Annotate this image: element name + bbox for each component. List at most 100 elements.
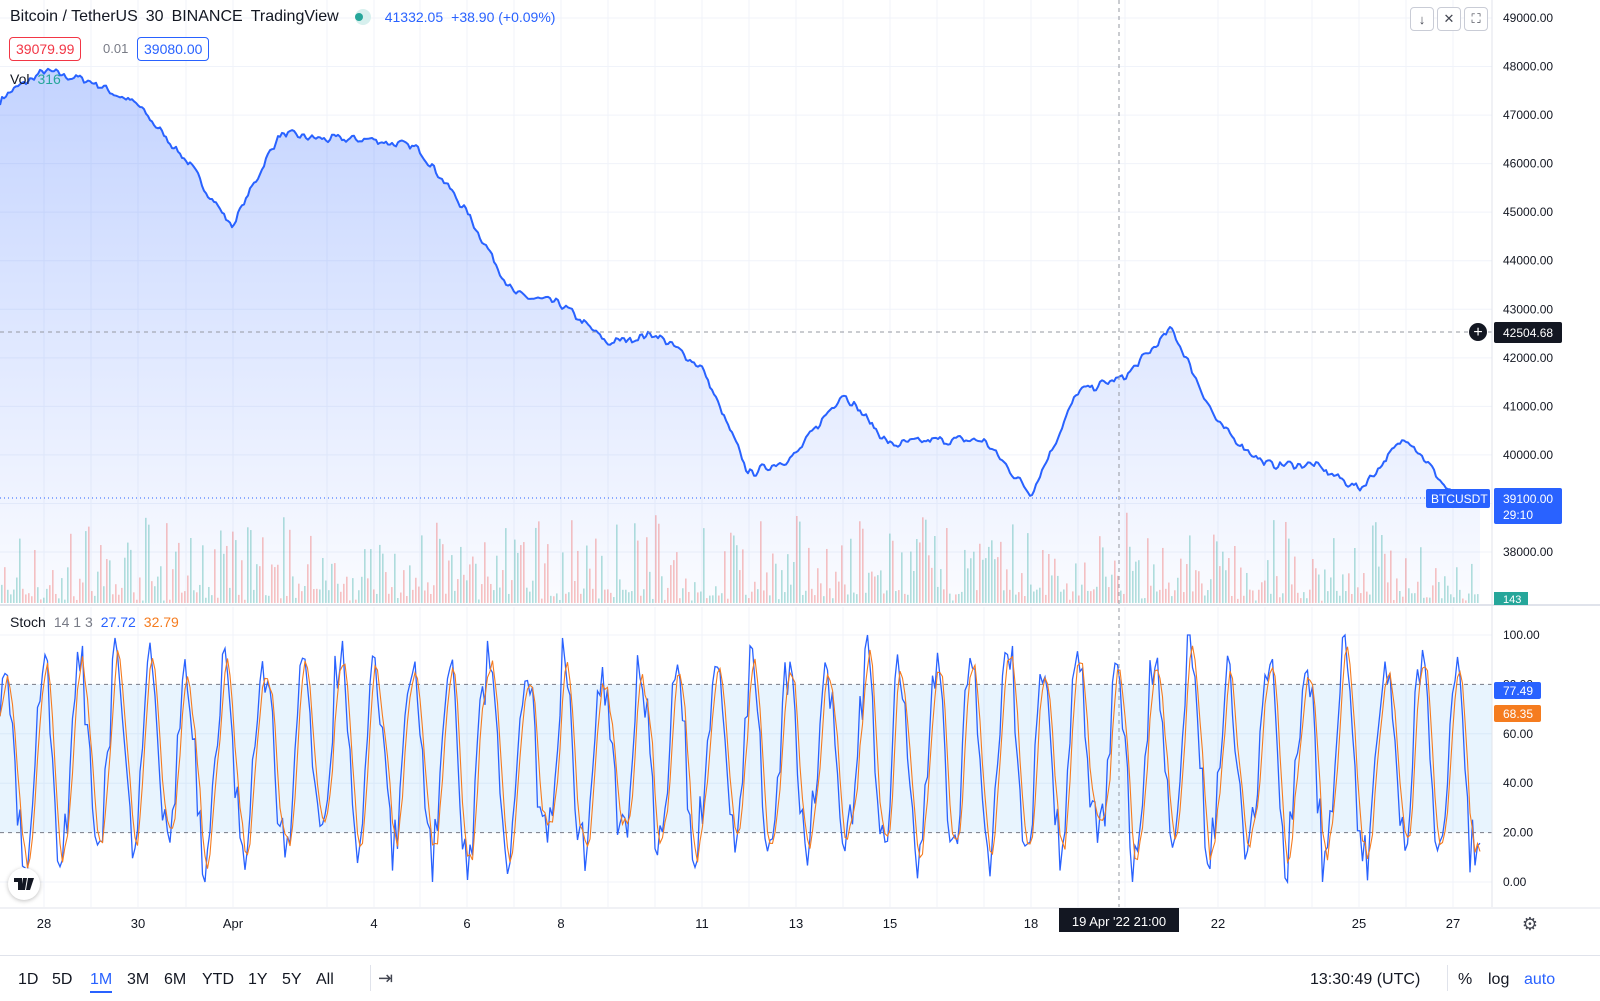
volume-bar xyxy=(1108,587,1110,603)
range-button-5d[interactable]: 5D xyxy=(52,971,73,988)
volume-bar xyxy=(1438,582,1440,603)
volume-bar xyxy=(1033,591,1035,603)
volume-bar xyxy=(283,517,285,603)
price-axis-label: 47000.00 xyxy=(1503,108,1553,122)
arrow-down-icon[interactable]: ↓ xyxy=(1410,7,1434,31)
volume-bar xyxy=(376,593,378,603)
volume-bar xyxy=(712,595,714,603)
volume-bar xyxy=(1174,590,1176,603)
symbol-legend: Bitcoin / TetherUS 30 BINANCE TradingVie… xyxy=(10,8,563,26)
range-button-all[interactable]: All xyxy=(316,971,334,988)
sell-price-button[interactable]: 39079.99 xyxy=(9,37,82,61)
volume-bar xyxy=(19,538,21,603)
add-alert-icon-glyph: + xyxy=(1473,324,1482,341)
volume-bar xyxy=(1309,589,1311,603)
volume-bar xyxy=(55,593,57,603)
symbol-name[interactable]: Bitcoin / TetherUS xyxy=(10,8,138,25)
volume-bar xyxy=(1156,591,1158,603)
volume-bar xyxy=(649,571,651,603)
volume-bar xyxy=(16,577,18,603)
range-button-1y[interactable]: 1Y xyxy=(248,971,268,988)
volume-bar xyxy=(1075,563,1077,603)
volume-bar xyxy=(1360,593,1362,603)
volume-bar xyxy=(73,596,75,603)
volume-bar xyxy=(1036,589,1038,603)
stoch-d-value: 32.79 xyxy=(143,614,179,630)
current-price-tag xyxy=(1494,488,1562,524)
volume-bar xyxy=(1015,594,1017,603)
volume-bar xyxy=(1408,588,1410,603)
volume-label[interactable]: Vol xyxy=(10,71,30,87)
volume-bar xyxy=(1375,522,1377,603)
log-toggle[interactable]: log xyxy=(1488,971,1510,988)
volume-bar xyxy=(484,542,486,603)
volume-bar xyxy=(337,583,339,603)
volume-bar xyxy=(766,572,768,603)
volume-bar xyxy=(1297,592,1299,603)
volume-bar xyxy=(973,551,975,603)
volume-bar xyxy=(1237,598,1239,603)
volume-bar xyxy=(1186,564,1188,603)
volume-bar xyxy=(1240,567,1242,603)
percent-toggle[interactable]: % xyxy=(1458,971,1473,988)
range-button-6m[interactable]: 6M xyxy=(164,971,187,988)
range-button-ytd[interactable]: YTD xyxy=(202,971,234,988)
collapse-icon[interactable]: ✕ xyxy=(1437,7,1461,31)
volume-bar xyxy=(1105,576,1107,603)
volume-bar xyxy=(1402,596,1404,603)
range-button-3m[interactable]: 3M xyxy=(127,971,150,988)
volume-bar xyxy=(790,584,792,603)
chart-canvas[interactable]: +49000.00 48000.00 47000.00 46000.00 45000.0… xyxy=(0,0,1600,955)
volume-bar xyxy=(82,582,84,603)
volume-bar xyxy=(439,538,441,603)
stoch-params: 14 1 3 xyxy=(53,614,93,630)
volume-bar xyxy=(1210,579,1212,603)
volume-bar xyxy=(1009,589,1011,603)
volume-bar xyxy=(163,600,165,603)
volume-bar xyxy=(940,569,942,603)
volume-bar xyxy=(1414,593,1416,603)
volume-bar xyxy=(1018,592,1020,603)
volume-bar xyxy=(727,598,729,603)
volume-bar xyxy=(265,595,267,603)
volume-bar xyxy=(43,597,45,603)
date-range-icon[interactable]: ⇥ xyxy=(378,968,394,988)
volume-bar xyxy=(1471,563,1473,603)
maximize-icon[interactable]: ⛶ xyxy=(1464,7,1488,31)
volume-bar xyxy=(1066,583,1068,603)
volume-bar xyxy=(1267,560,1269,603)
volume-bar xyxy=(985,558,987,603)
volume-bar xyxy=(643,589,645,603)
volume-bar xyxy=(109,560,111,603)
volume-bar xyxy=(1273,520,1275,603)
volume-bar xyxy=(151,581,153,603)
volume-bar xyxy=(1258,589,1260,603)
volume-bar xyxy=(136,599,138,603)
volume-bar xyxy=(745,594,747,603)
volume-bar xyxy=(1477,594,1479,603)
volume-bar xyxy=(994,559,996,603)
buy-price-button[interactable]: 39080.00 xyxy=(137,37,210,61)
volume-bar xyxy=(1192,591,1194,603)
tradingview-logo-icon[interactable] xyxy=(8,868,40,900)
volume-bar xyxy=(1423,597,1425,603)
volume-bar xyxy=(367,578,369,603)
volume-bar xyxy=(1285,521,1287,603)
volume-bar xyxy=(358,590,360,603)
range-button-5y[interactable]: 5Y xyxy=(282,971,302,988)
volume-bar xyxy=(412,589,414,603)
volume-bar xyxy=(139,577,141,603)
stoch-k-tag xyxy=(1494,682,1541,699)
volume-bar xyxy=(406,596,408,603)
volume-bar xyxy=(445,593,447,603)
stoch-label[interactable]: Stoch xyxy=(10,614,46,630)
volume-bar xyxy=(676,552,678,603)
volume-bar xyxy=(85,531,87,603)
volume-bar xyxy=(373,589,375,603)
clock-readout[interactable]: 13:30:49 (UTC) xyxy=(1310,971,1421,988)
auto-toggle[interactable]: auto xyxy=(1524,971,1556,988)
range-button-1d[interactable]: 1D xyxy=(18,971,39,988)
interval-label[interactable]: 30 xyxy=(145,8,164,25)
range-button-1m[interactable]: 1M xyxy=(90,971,113,993)
volume-bar xyxy=(706,598,708,603)
